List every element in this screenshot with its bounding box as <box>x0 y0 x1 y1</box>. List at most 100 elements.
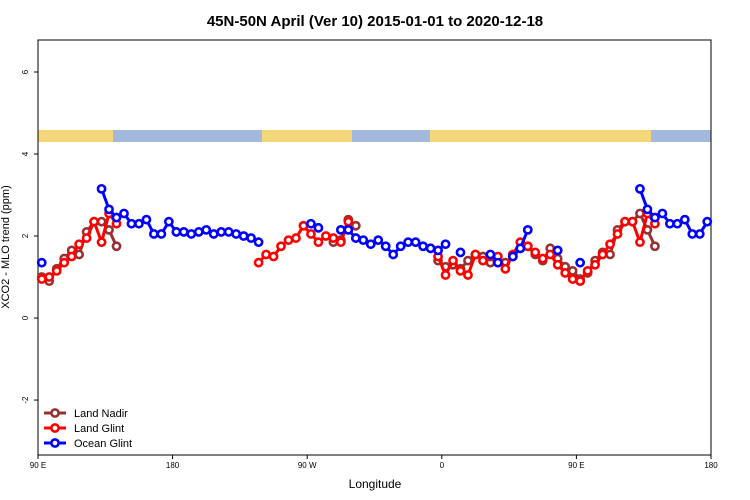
point <box>552 259 563 270</box>
point <box>620 216 630 227</box>
point <box>96 237 107 248</box>
point <box>246 233 257 243</box>
point <box>403 237 414 248</box>
x-tick-label: 90 W <box>298 461 317 470</box>
point <box>149 229 159 239</box>
x-axis-label: Longitude <box>349 477 402 491</box>
point <box>208 229 219 239</box>
point <box>455 247 466 258</box>
point <box>134 218 144 229</box>
point <box>590 259 600 270</box>
y-tick-label: 6 <box>21 69 30 74</box>
point <box>365 239 376 250</box>
point <box>253 257 264 268</box>
legend-marker <box>50 408 60 418</box>
point <box>560 268 571 278</box>
ocean <box>113 130 262 142</box>
point <box>74 239 85 250</box>
point <box>664 218 675 229</box>
point <box>440 270 451 280</box>
point <box>448 255 458 266</box>
point <box>433 245 443 256</box>
point <box>635 237 645 248</box>
point <box>178 227 189 237</box>
point <box>343 216 354 227</box>
ocean <box>651 130 711 142</box>
point <box>313 237 324 248</box>
legend-marker <box>50 438 60 448</box>
point <box>522 241 533 252</box>
point <box>485 249 496 260</box>
point <box>231 229 242 239</box>
point <box>373 235 384 246</box>
point <box>410 237 421 248</box>
land <box>262 130 352 142</box>
point <box>500 263 511 274</box>
point <box>268 251 279 262</box>
point <box>552 245 563 256</box>
point <box>567 274 578 284</box>
point <box>635 183 645 194</box>
point <box>328 233 339 243</box>
point <box>642 204 653 215</box>
point <box>74 249 85 260</box>
point <box>567 265 578 276</box>
point <box>575 276 586 287</box>
ocean <box>352 130 430 142</box>
land <box>430 130 651 142</box>
point <box>276 241 286 252</box>
point <box>530 247 541 258</box>
point <box>575 257 586 268</box>
point <box>650 212 660 223</box>
point <box>335 237 346 248</box>
point <box>515 243 526 254</box>
point <box>612 229 623 239</box>
y-tick-label: 0 <box>21 315 30 320</box>
point <box>582 265 593 276</box>
point <box>597 249 608 260</box>
point <box>470 249 481 260</box>
point <box>298 220 309 231</box>
point <box>335 224 346 235</box>
y-tick-label: 2 <box>21 233 30 238</box>
point <box>313 222 324 233</box>
y-tick-label: 4 <box>21 151 30 156</box>
legend-marker <box>50 423 60 433</box>
x-tick-label: 180 <box>166 461 180 470</box>
point <box>627 216 638 227</box>
point <box>186 229 197 239</box>
x-tick-label: 90 E <box>30 461 46 470</box>
point <box>672 218 683 229</box>
point <box>119 208 129 219</box>
legend: Land Nadir Land Glint Ocean Glint <box>44 408 132 450</box>
point <box>96 216 107 227</box>
point <box>59 257 70 268</box>
point <box>358 235 369 246</box>
point <box>44 272 55 282</box>
point <box>36 257 47 268</box>
point <box>253 237 264 248</box>
point <box>605 239 615 250</box>
point <box>350 233 361 243</box>
point <box>261 249 271 260</box>
point <box>238 231 249 241</box>
point <box>702 216 713 227</box>
point <box>380 241 391 252</box>
point <box>605 249 615 260</box>
point <box>171 227 182 237</box>
point <box>478 255 488 266</box>
point <box>141 214 152 225</box>
point <box>320 231 331 241</box>
point <box>537 253 548 264</box>
point <box>36 274 47 284</box>
point <box>223 227 234 237</box>
point <box>111 212 122 223</box>
point <box>126 218 137 229</box>
point <box>66 251 77 262</box>
point <box>216 227 227 237</box>
chart-title: 45N-50N April (Ver 10) 2015-01-01 to 202… <box>207 13 543 30</box>
x-tick-label: 0 <box>440 461 445 470</box>
